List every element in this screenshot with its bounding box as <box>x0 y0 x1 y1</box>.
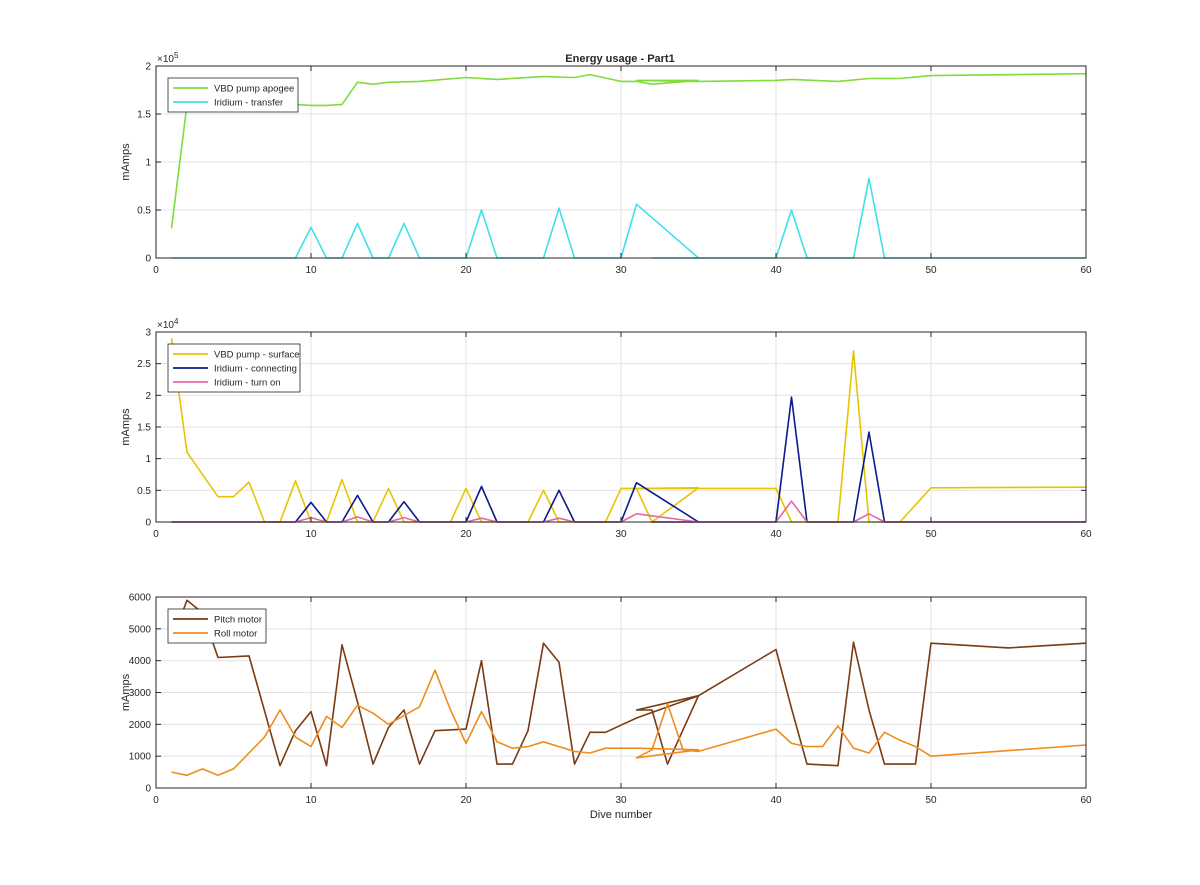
legend-entry: Iridium - transfer <box>214 98 283 109</box>
y-axis-label: mAmps <box>120 408 132 446</box>
y-tick-label: 3 <box>145 328 151 339</box>
legend-entry: Pitch motor <box>214 615 262 626</box>
x-tick-label: 60 <box>1080 265 1092 276</box>
x-tick-label: 60 <box>1080 795 1092 806</box>
y-tick-label: 0.5 <box>137 486 151 497</box>
x-tick-label: 30 <box>615 265 627 276</box>
y-tick-label: 2.5 <box>137 359 151 370</box>
chart-panel-2: 0 10 20 30 40 50 60 0 0.5 1 1.5 2 2.5 3 ×104 mAmps VBD p… <box>120 317 1092 540</box>
chart-panel-3: 0 10 20 30 40 50 60 0 1000 2000 3000 4000 5000 6000 mA… <box>120 593 1092 822</box>
legend: VBD pump - surface Iridium - connecting Ir… <box>167 343 301 393</box>
x-axis-label: Dive number <box>590 809 653 821</box>
x-tick-label: 10 <box>305 529 317 540</box>
y-exponent-power: 5 <box>174 51 179 60</box>
x-tick-label: 30 <box>615 795 627 806</box>
figure-title: Energy usage - Part1 <box>565 53 674 65</box>
y-tick-label: 1 <box>145 454 151 465</box>
y-exponent-power: 4 <box>174 317 179 326</box>
x-tick-label: 10 <box>305 265 317 276</box>
series-line-1 <box>170 599 1087 767</box>
y-tick-label: 1.5 <box>137 110 151 121</box>
x-tick-label: 20 <box>460 265 472 276</box>
y-tick-label: 1.5 <box>137 423 151 434</box>
legend: VBD pump apogee Iridium - transfer <box>167 77 299 113</box>
y-tick-label: 0 <box>145 518 151 529</box>
y-tick-label: 3000 <box>129 688 152 699</box>
y-axis-label: mAmps <box>120 673 132 711</box>
y-tick-label: 1000 <box>129 752 152 763</box>
x-tick-label: 20 <box>460 529 472 540</box>
legend-box <box>167 608 267 644</box>
legend-entry: VBD pump apogee <box>214 84 294 95</box>
x-tick-label: 40 <box>770 265 782 276</box>
y-tick-label: 6000 <box>129 593 152 604</box>
x-tick-label: 20 <box>460 795 472 806</box>
y-tick-label: 4000 <box>129 656 152 667</box>
x-tick-label: 50 <box>925 795 937 806</box>
x-tick-label: 50 <box>925 265 937 276</box>
y-tick-label: 5000 <box>129 624 152 635</box>
y-exponent-label: ×105 <box>157 51 179 65</box>
y-tick-label: 0 <box>145 254 151 265</box>
legend-entry: Roll motor <box>214 629 257 640</box>
y-tick-label: 0 <box>145 784 151 795</box>
x-tick-label: 40 <box>770 795 782 806</box>
legend-entry: Iridium - turn on <box>214 378 281 389</box>
y-exponent-label: ×104 <box>157 317 179 331</box>
x-tick-label: 0 <box>153 529 159 540</box>
series-line-1 <box>170 72 1087 229</box>
y-tick-label: 2000 <box>129 720 152 731</box>
x-tick-label: 50 <box>925 529 937 540</box>
y-tick-label: 2 <box>145 391 151 402</box>
x-tick-label: 30 <box>615 529 627 540</box>
x-tick-label: 10 <box>305 795 317 806</box>
x-tick-label: 0 <box>153 265 159 276</box>
series-line-2 <box>171 669 1087 777</box>
chart-panel-1: 0 10 20 30 40 50 60 0 0.5 1 1.5 2 ×105 mAmps VBD pump … <box>120 51 1092 276</box>
x-tick-label: 0 <box>153 795 159 806</box>
legend-entry: Iridium - connecting <box>214 364 297 375</box>
y-tick-label: 2 <box>145 62 151 73</box>
x-tick-label: 60 <box>1080 529 1092 540</box>
x-tick-label: 40 <box>770 529 782 540</box>
legend: Pitch motor Roll motor <box>167 608 267 644</box>
legend-entry: VBD pump - surface <box>214 350 300 361</box>
y-axis-label: mAmps <box>120 143 132 181</box>
y-tick-label: 0.5 <box>137 206 151 217</box>
y-tick-label: 1 <box>145 158 151 169</box>
legend-box <box>167 77 299 113</box>
